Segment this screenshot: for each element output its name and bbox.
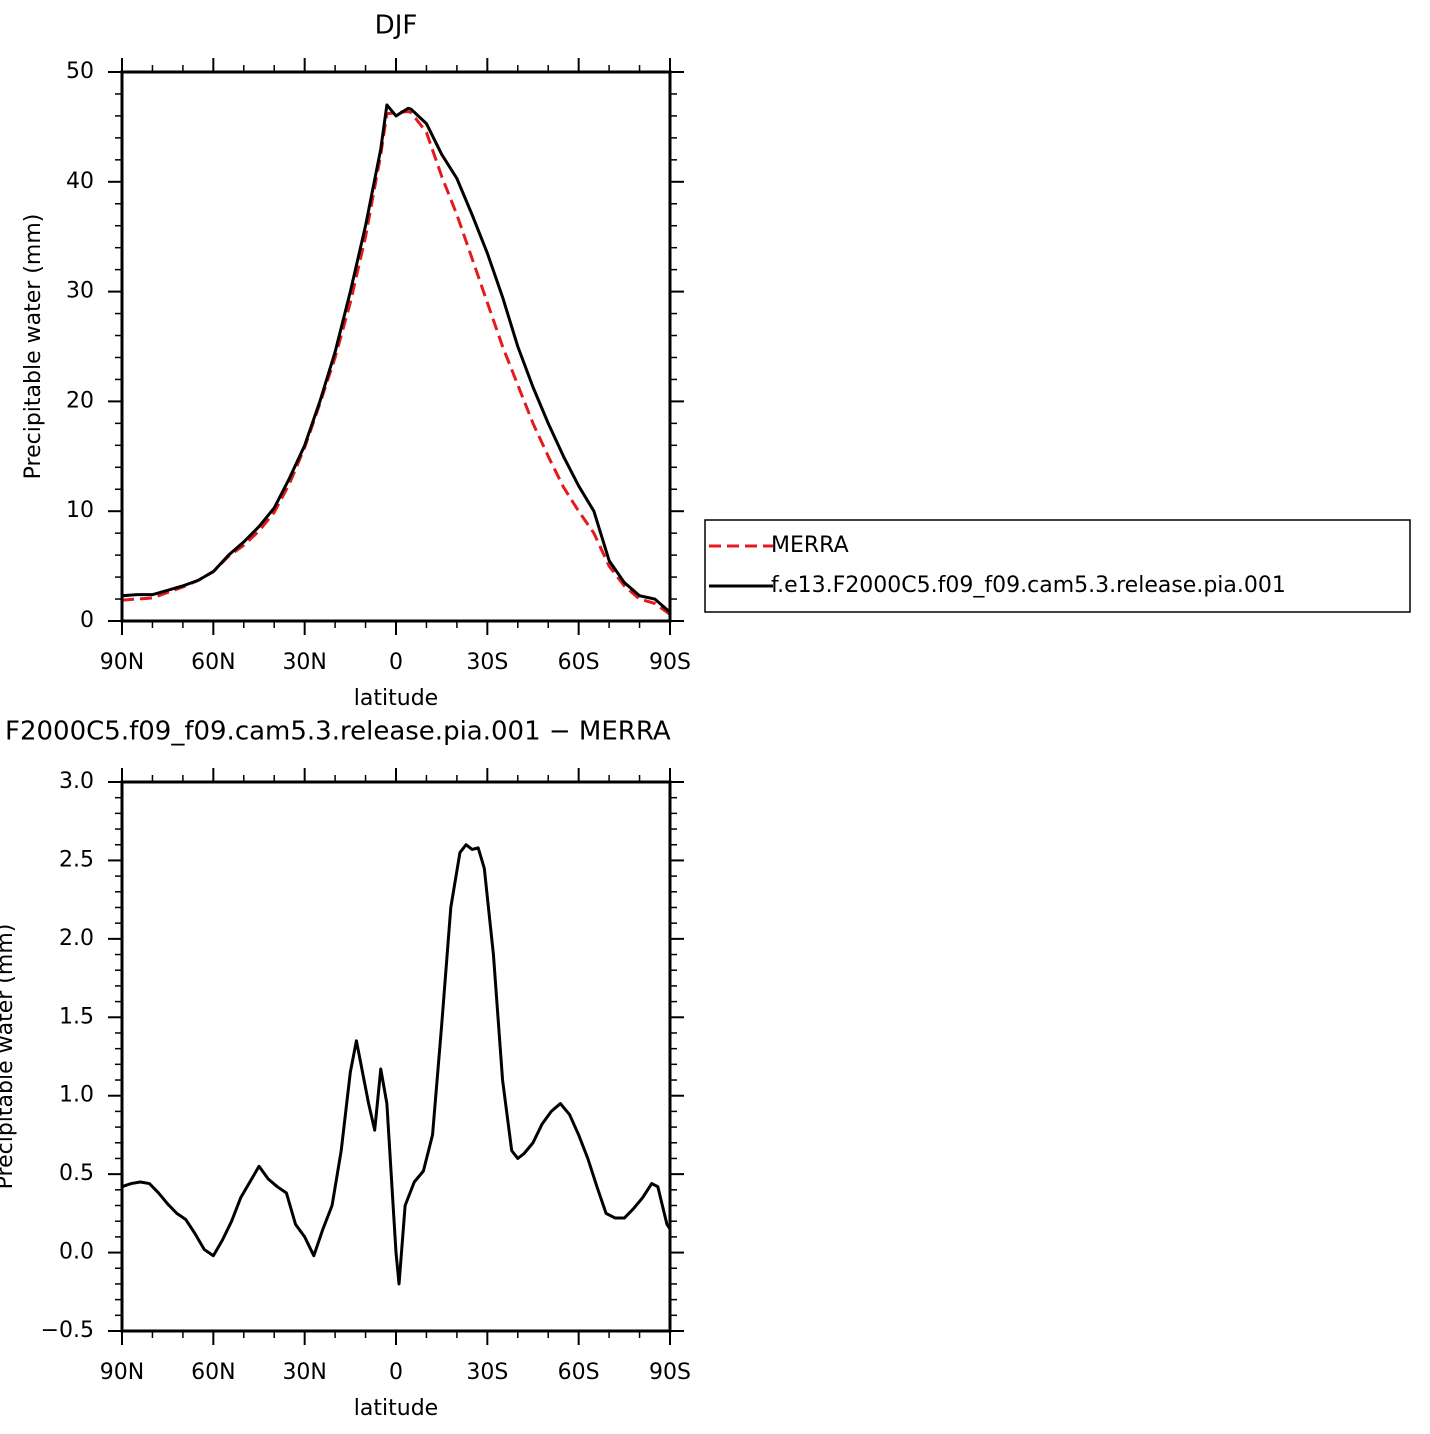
legend-label: f.e13.F2000C5.f09_f09.cam5.3.release.pia… — [771, 573, 1286, 598]
y-tick-label: −0.5 — [41, 1318, 94, 1343]
y-tick-label: 50 — [66, 59, 94, 84]
x-tick-label: 90N — [100, 650, 144, 675]
x-tick-label: 60S — [558, 650, 600, 675]
x-tick-label: 0 — [389, 650, 403, 675]
x-tick-label: 90S — [649, 1360, 691, 1385]
y-tick-label: 20 — [66, 388, 94, 413]
x-tick-label: 30N — [282, 650, 326, 675]
y-tick-label: 30 — [66, 279, 94, 304]
y-axis-label: Precipitable water (mm) — [0, 924, 18, 1190]
panel: −0.5 0.0 0.5 1.0 1.5 2.0 2.5 3.0 90N 60N 30N 0 30S 60… — [0, 717, 691, 1422]
data-line — [121, 103, 671, 614]
x-tick-label: 60S — [558, 1360, 600, 1385]
x-tick-label: 30S — [466, 650, 508, 675]
y-tick-label: 2.5 — [59, 847, 94, 872]
y-tick-label: 0.0 — [59, 1240, 94, 1265]
data-line — [121, 110, 671, 616]
y-tick-label: 10 — [66, 498, 94, 523]
y-tick-label: 40 — [66, 169, 94, 194]
data-line — [121, 843, 672, 1286]
x-tick-label: 60N — [191, 650, 235, 675]
x-tick-label: 30S — [466, 1360, 508, 1385]
panel: 0 10 20 30 40 50 90N 60N 30N 0 30S 60S 90S DJF latitud… — [21, 11, 1411, 711]
y-axis-label: Precipitable water (mm) — [21, 214, 46, 480]
y-tick-label: 0.5 — [59, 1161, 94, 1186]
x-tick-label: 90S — [649, 650, 691, 675]
y-tick-label: 1.0 — [59, 1083, 94, 1108]
legend-label: MERRA — [771, 533, 849, 558]
x-tick-label: 90N — [100, 1360, 144, 1385]
y-tick-label: 1.5 — [59, 1004, 94, 1029]
chart-title: F2000C5.f09_f09.cam5.3.release.pia.001 −… — [5, 717, 671, 747]
x-tick-label: 60N — [191, 1360, 235, 1385]
x-tick-label: 30N — [282, 1360, 326, 1385]
y-tick-label: 2.0 — [59, 926, 94, 951]
x-axis-label: latitude — [354, 1396, 438, 1421]
y-tick-label: 3.0 — [59, 769, 94, 794]
x-axis-label: latitude — [354, 686, 438, 711]
x-tick-label: 0 — [389, 1360, 403, 1385]
y-tick-label: 0 — [80, 608, 94, 633]
chart-title: DJF — [375, 11, 418, 41]
legend-box — [704, 519, 1411, 613]
plot-frame — [120, 70, 672, 623]
y-label-clip: Precipitable water (mm) — [0, 924, 18, 1190]
